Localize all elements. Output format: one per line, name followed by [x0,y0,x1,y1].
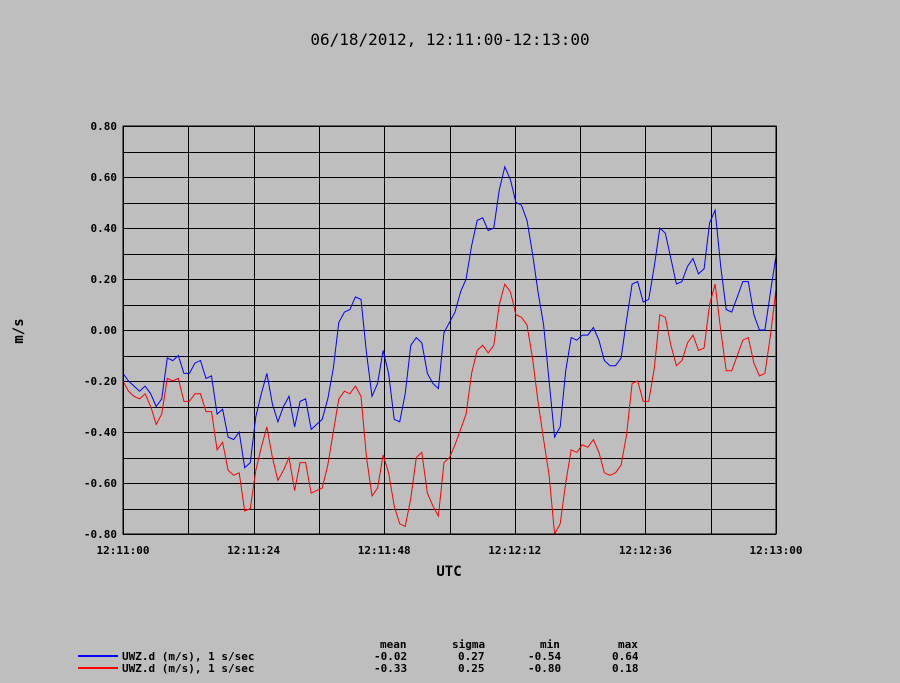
stat-sigma-red: 0.25 [458,662,485,675]
stats-header-sigma: sigma [452,638,486,651]
legend-row-blue: UWZ.d (m/s), 1 s/sec -0.02 0.27 -0.54 0.… [76,650,676,663]
x-tick-label: 12:11:00 [97,544,150,557]
x-tick-label: 12:13:00 [750,544,803,557]
legend-label-red: UWZ.d (m/s), 1 s/sec [122,662,255,675]
x-tick-labels: 12:11:00 12:11:24 12:11:48 12:12:12 12:12:36… [97,544,803,557]
y-tick-label: 0.80 [91,120,118,133]
grid-lines [123,126,777,535]
legend-label-blue: UWZ.d (m/s), 1 s/sec [122,650,255,663]
y-tick-label: 0.20 [91,273,118,286]
stat-min-red: -0.80 [528,662,562,675]
x-axis-label: UTC [436,564,461,580]
x-tick-label: 12:11:24 [227,544,280,557]
y-tick-label: -0.20 [84,375,117,388]
y-tick-label: -0.80 [84,528,117,541]
stat-mean-red: -0.33 [374,662,408,675]
stat-max-red: 0.18 [612,662,639,675]
stats-legend: mean sigma min max UWZ.d (m/s), 1 s/sec … [76,638,676,675]
stats-header-min: min [540,638,560,651]
stats-header-row: mean sigma min max [76,638,676,651]
y-axis-label: m/s [11,318,27,343]
y-tick-label: 0.40 [91,222,118,235]
legend-row-red: UWZ.d (m/s), 1 s/sec -0.33 0.25 -0.80 0.… [76,662,676,675]
legend-swatch-red [78,667,118,669]
stats-header-max: max [618,638,638,651]
chart-title: 06/18/2012, 12:11:00-12:13:00 [310,30,589,49]
y-tick-label: -0.40 [84,426,117,439]
y-tick-label: -0.60 [84,477,117,490]
y-tick-label: 0.00 [91,324,118,337]
x-tick-label: 12:11:48 [358,544,411,557]
stats-header-mean: mean [380,638,407,651]
x-tick-label: 12:12:36 [619,544,672,557]
y-tick-label: 0.60 [91,171,118,184]
stat-mean-blue: -0.02 [374,650,408,663]
legend-swatch-blue [78,655,118,657]
stat-max-blue: 0.64 [612,650,639,663]
series-line-blue [122,165,777,469]
x-tick-label: 12:12:12 [488,544,541,557]
stat-sigma-blue: 0.27 [458,650,485,663]
series-line-red [122,282,777,536]
series-layer [122,165,777,536]
plot-frame [122,125,777,535]
stat-min-blue: -0.54 [528,650,562,663]
y-tick-labels: -0.80 -0.60 -0.40 -0.20 0.00 0.20 0.40 0.60 0.80 [84,120,117,541]
